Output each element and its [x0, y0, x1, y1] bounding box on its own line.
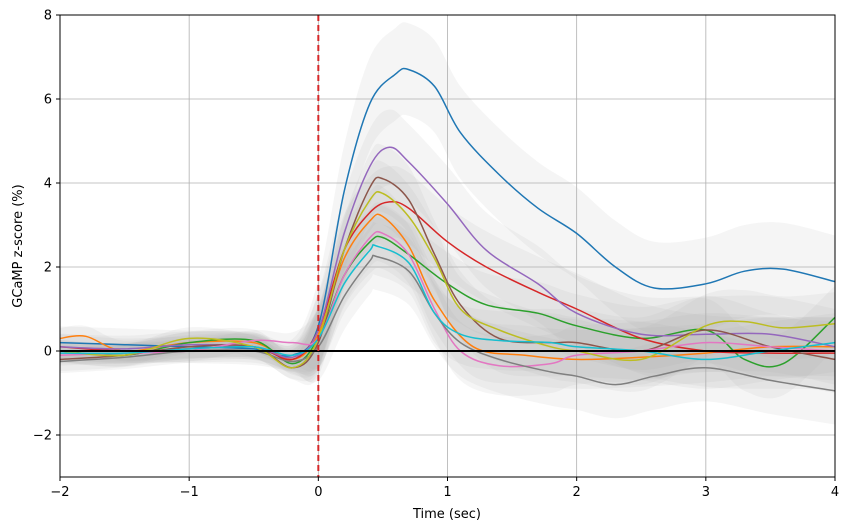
y-tick-label: 2 [44, 261, 52, 276]
y-axis-ticks: −2 0 2 4 6 8 [33, 9, 60, 444]
x-tick-label: 3 [702, 485, 710, 500]
y-tick-label: −2 [33, 429, 52, 444]
y-tick-label: 0 [44, 345, 52, 360]
confidence-band [60, 165, 835, 389]
confidence-band [60, 221, 835, 425]
confidence-band [60, 143, 835, 393]
confidence-band [60, 204, 835, 399]
confidence-band [60, 22, 835, 383]
x-tick-label: 4 [831, 485, 839, 500]
x-tick-label: −1 [180, 485, 199, 500]
y-tick-label: 8 [44, 9, 52, 24]
y-axis-title: GCaMP z-score (%) [11, 184, 26, 307]
y-tick-label: 4 [44, 177, 52, 192]
reference-lines [60, 15, 835, 477]
x-axis-ticks: −2 −1 0 1 2 3 4 [50, 477, 839, 500]
confidence-band [60, 215, 835, 389]
x-tick-label: 2 [573, 485, 581, 500]
x-tick-label: −2 [50, 485, 69, 500]
confidence-band [60, 109, 835, 385]
x-tick-label: 1 [443, 485, 451, 500]
x-tick-label: 0 [314, 485, 322, 500]
y-tick-label: 6 [44, 93, 52, 108]
x-axis-title: Time (sec) [412, 507, 481, 522]
